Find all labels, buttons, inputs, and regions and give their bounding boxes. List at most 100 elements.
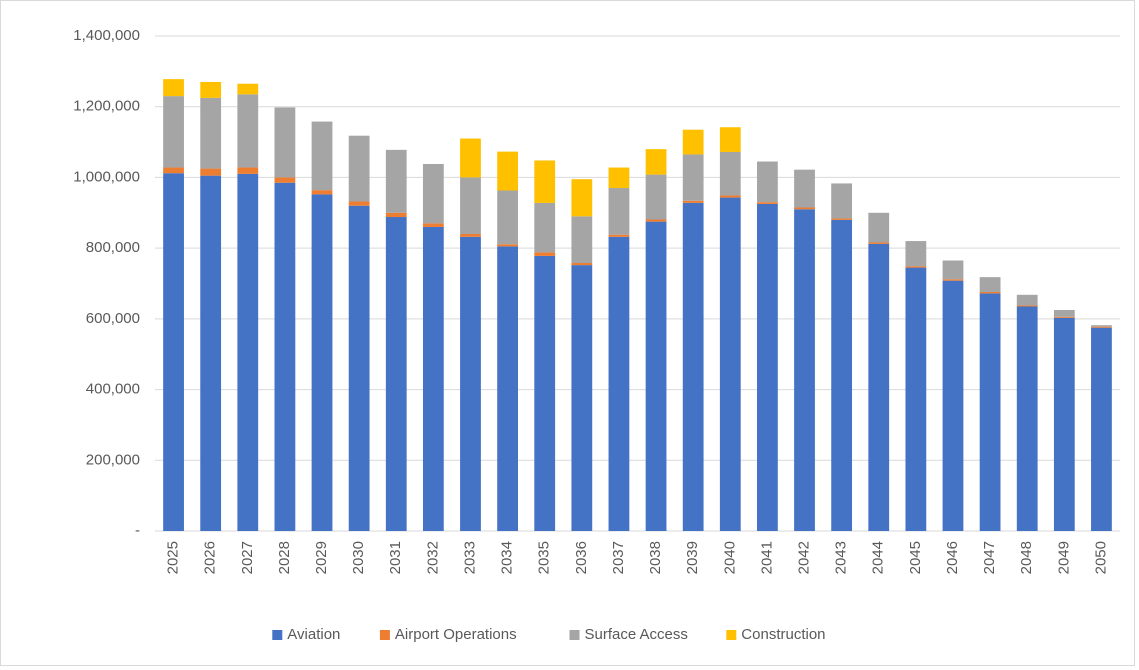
bar-segment [942, 260, 964, 280]
bar-segment [1016, 294, 1038, 306]
x-tick-label: 2025 [165, 541, 182, 574]
y-tick-label: 1,000,000 [73, 168, 140, 185]
bar-segment [608, 167, 630, 189]
x-tick-label: 2044 [870, 541, 887, 574]
x-tick-label: 2048 [1018, 541, 1035, 574]
bar-segment [608, 236, 630, 532]
bar-segment [571, 216, 593, 263]
bar-segment [200, 168, 222, 176]
bar-segment [534, 202, 556, 253]
legend-swatch [569, 630, 580, 640]
x-tick-label: 2035 [536, 541, 553, 574]
bar-segment [831, 219, 853, 531]
legend-label: Surface Access [585, 626, 688, 643]
legend-swatch [272, 630, 283, 640]
bar-segment [905, 241, 927, 267]
legend-label: Construction [741, 626, 825, 643]
x-tick-label: 2049 [1055, 541, 1072, 574]
bar-segment [497, 244, 518, 247]
legend-swatch [379, 630, 390, 640]
bar-segment [645, 149, 667, 175]
bar-segment [311, 194, 333, 531]
bar-segment [460, 234, 481, 237]
x-tick-label: 2037 [610, 541, 627, 574]
bar-segment [645, 221, 667, 531]
bar-segment [1016, 306, 1038, 531]
bar-segment [348, 205, 370, 531]
x-tick-label: 2033 [461, 541, 478, 574]
bar-segment [868, 243, 890, 531]
bar-segment [534, 255, 556, 531]
bar-segment [1016, 305, 1038, 307]
bar-segment [497, 190, 518, 245]
bar-segment [571, 262, 593, 266]
bar-segment [163, 173, 184, 531]
x-tick-label: 2026 [202, 541, 219, 574]
bar-segment [385, 212, 407, 218]
bar-segment [1053, 317, 1075, 531]
bar-segment [348, 135, 370, 202]
bar-segment [422, 226, 444, 531]
bar-segment [682, 200, 704, 203]
bar-segment [868, 242, 890, 244]
bar-segment [682, 154, 704, 201]
bar-segment [460, 236, 481, 532]
x-tick-label: 2030 [350, 541, 367, 574]
bar-segment [682, 202, 704, 531]
y-tick-label: 800,000 [86, 239, 140, 256]
bar-segment [942, 280, 964, 531]
bar-segment [905, 267, 927, 531]
bar-segment [460, 138, 481, 178]
bar-segment [237, 173, 259, 531]
bar-segment [979, 277, 1001, 292]
bar-segment [1091, 326, 1112, 328]
bar-segment [1091, 325, 1112, 327]
bar-segment [200, 97, 222, 169]
bar-segment [497, 151, 518, 191]
bar-segment [422, 163, 444, 224]
bar-segment [348, 201, 370, 206]
x-tick-label: 2050 [1092, 541, 1109, 574]
bar-segment [422, 223, 444, 227]
legend-label: Airport Operations [395, 626, 517, 643]
bar-segment [682, 129, 704, 155]
bar-segment [645, 174, 667, 220]
bar-segment [794, 169, 815, 208]
bar-segment [385, 217, 407, 531]
bar-segment [274, 182, 296, 531]
x-tick-label: 2045 [907, 541, 924, 574]
y-tick-label: 600,000 [86, 310, 140, 327]
bar-segment [534, 160, 556, 203]
bar-segment [979, 293, 1001, 531]
bar-segment [460, 177, 481, 234]
bar-segment [757, 161, 778, 203]
bar-segment [200, 81, 222, 98]
bar-segment [1091, 327, 1112, 531]
bar-segment [163, 79, 184, 97]
bar-segment [831, 183, 853, 219]
bar-segment [311, 190, 333, 195]
y-tick-label: 400,000 [86, 381, 140, 398]
bar-segment [237, 83, 259, 95]
x-tick-label: 2029 [313, 541, 330, 574]
y-tick-label: 1,400,000 [73, 27, 140, 44]
bar-segment [794, 209, 815, 531]
bar-segment [311, 121, 333, 191]
x-tick-label: 2038 [647, 541, 664, 574]
bar-segment [719, 151, 741, 196]
bar-segment [163, 96, 184, 168]
x-tick-label: 2041 [758, 541, 775, 574]
bar-segment [274, 177, 296, 183]
bar-segment [237, 94, 259, 168]
bar-segment [497, 246, 518, 531]
bar-segment [942, 279, 964, 281]
bar-segment [385, 149, 407, 213]
bar-segment [719, 127, 741, 152]
legend-label: Aviation [287, 626, 340, 643]
x-tick-label: 2036 [573, 541, 590, 574]
bar-segment [794, 207, 815, 210]
x-tick-label: 2043 [833, 541, 850, 574]
x-tick-label: 2028 [276, 541, 293, 574]
bar-segment [719, 195, 741, 198]
